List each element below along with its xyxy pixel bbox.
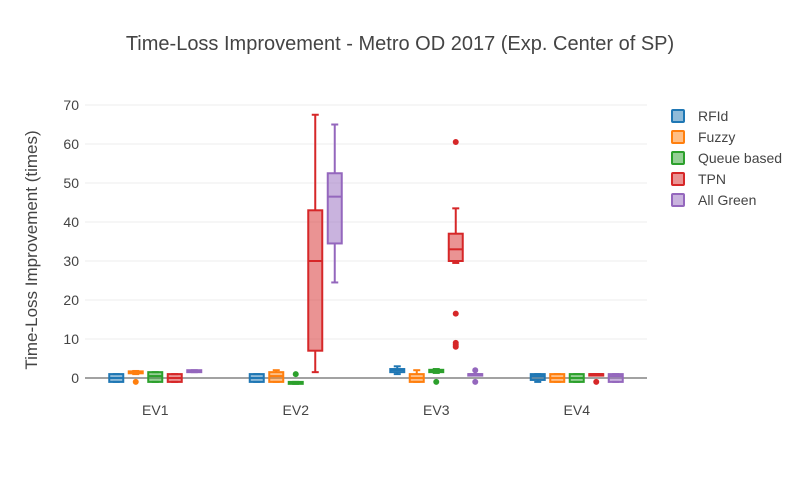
- outlier-point: [132, 378, 139, 385]
- legend-item-tpn[interactable]: TPN: [671, 171, 726, 187]
- outlier-point: [292, 371, 299, 378]
- y-axis-label: Time-Loss Improvement (times): [22, 130, 41, 369]
- legend-swatch: [671, 130, 685, 144]
- y-tick-label: 0: [71, 370, 79, 386]
- y-tick-label: 70: [63, 97, 79, 113]
- chart-title: Time-Loss Improvement - Metro OD 2017 (E…: [126, 33, 674, 55]
- y-tick-label: 40: [63, 214, 79, 230]
- outlier-point: [452, 310, 459, 317]
- y-tick-labels: 0 10 20 30 40 50 60 70: [63, 97, 79, 386]
- x-tick-label: EV2: [283, 402, 310, 418]
- y-tick-label: 20: [63, 292, 79, 308]
- outlier-point: [433, 378, 440, 385]
- box-series: [108, 113, 624, 385]
- box: [326, 172, 343, 245]
- y-tick-label: 10: [63, 331, 79, 347]
- legend[interactable]: RFId Fuzzy Queue based TPN All Green: [671, 108, 782, 208]
- box: [447, 232, 464, 262]
- outlier-point: [593, 378, 600, 385]
- box: [307, 209, 324, 352]
- legend-item-all-green[interactable]: All Green: [671, 192, 756, 208]
- legend-label: RFId: [698, 108, 728, 124]
- series-fuzzy: [127, 369, 566, 385]
- y-tick-label: 60: [63, 136, 79, 152]
- legend-label: TPN: [698, 171, 726, 187]
- series-tpn: [166, 113, 605, 385]
- grid-lines: [85, 104, 647, 379]
- legend-swatch: [671, 193, 685, 207]
- legend-swatch: [671, 172, 685, 186]
- legend-swatch: [671, 151, 685, 165]
- legend-item-rfid[interactable]: RFId: [671, 108, 728, 124]
- series-rfid: [108, 365, 546, 383]
- outlier-point: [452, 139, 459, 146]
- series-all-green: [186, 123, 624, 385]
- outlier-point: [472, 367, 479, 374]
- legend-swatch: [671, 109, 685, 123]
- legend-label: Fuzzy: [698, 129, 735, 145]
- x-tick-label: EV1: [142, 402, 169, 418]
- outlier-point: [472, 378, 479, 385]
- x-tick-labels: EV1 EV2 EV3 EV4: [142, 402, 590, 418]
- legend-item-queue-based[interactable]: Queue based: [671, 150, 782, 166]
- x-tick-label: EV4: [564, 402, 591, 418]
- x-tick-label: EV3: [423, 402, 450, 418]
- box: [607, 373, 624, 383]
- legend-item-fuzzy[interactable]: Fuzzy: [671, 129, 735, 145]
- outlier-point: [452, 343, 459, 350]
- legend-label: Queue based: [698, 150, 782, 166]
- legend-label: All Green: [698, 192, 756, 208]
- y-tick-label: 30: [63, 253, 79, 269]
- series-queue-based: [147, 368, 585, 385]
- y-tick-label: 50: [63, 175, 79, 191]
